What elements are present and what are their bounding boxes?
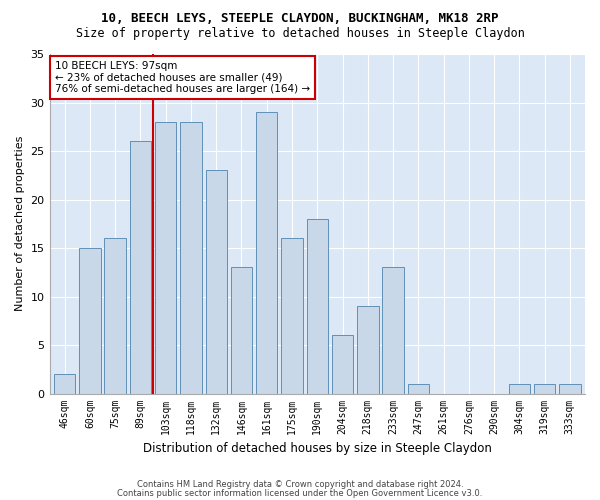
- Bar: [382, 268, 404, 394]
- Bar: [307, 219, 328, 394]
- Bar: [206, 170, 227, 394]
- Text: Contains public sector information licensed under the Open Government Licence v3: Contains public sector information licen…: [118, 488, 482, 498]
- Bar: [155, 122, 176, 394]
- Bar: [281, 238, 303, 394]
- Bar: [256, 112, 277, 394]
- Bar: [54, 374, 76, 394]
- Bar: [407, 384, 429, 394]
- Text: 10, BEECH LEYS, STEEPLE CLAYDON, BUCKINGHAM, MK18 2RP: 10, BEECH LEYS, STEEPLE CLAYDON, BUCKING…: [101, 12, 499, 26]
- Text: 10 BEECH LEYS: 97sqm
← 23% of detached houses are smaller (49)
76% of semi-detac: 10 BEECH LEYS: 97sqm ← 23% of detached h…: [55, 61, 310, 94]
- Bar: [534, 384, 556, 394]
- Bar: [79, 248, 101, 394]
- Y-axis label: Number of detached properties: Number of detached properties: [15, 136, 25, 312]
- Bar: [559, 384, 581, 394]
- Bar: [130, 142, 151, 394]
- Text: Contains HM Land Registry data © Crown copyright and database right 2024.: Contains HM Land Registry data © Crown c…: [137, 480, 463, 489]
- Bar: [104, 238, 126, 394]
- X-axis label: Distribution of detached houses by size in Steeple Claydon: Distribution of detached houses by size …: [143, 442, 492, 455]
- Text: Size of property relative to detached houses in Steeple Claydon: Size of property relative to detached ho…: [76, 28, 524, 40]
- Bar: [332, 336, 353, 394]
- Bar: [357, 306, 379, 394]
- Bar: [231, 268, 252, 394]
- Bar: [180, 122, 202, 394]
- Bar: [509, 384, 530, 394]
